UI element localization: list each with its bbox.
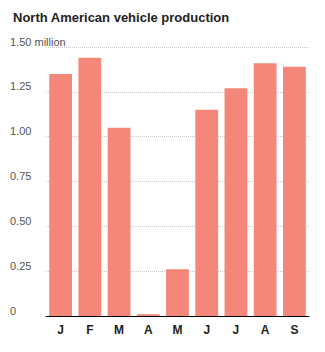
svg-text:0.25: 0.25 — [10, 260, 31, 272]
svg-text:F: F — [86, 323, 93, 337]
svg-text:0.50: 0.50 — [10, 215, 31, 227]
svg-text:1.00: 1.00 — [10, 125, 31, 137]
svg-text:1.50 million: 1.50 million — [10, 36, 66, 48]
svg-text:A: A — [261, 323, 270, 337]
svg-text:J: J — [233, 323, 240, 337]
svg-text:S: S — [290, 323, 298, 337]
svg-text:M: M — [173, 323, 183, 337]
svg-text:0: 0 — [10, 305, 16, 317]
svg-text:A: A — [144, 323, 153, 337]
svg-text:North American vehicle product: North American vehicle production — [13, 10, 229, 25]
svg-text:1.25: 1.25 — [10, 80, 31, 92]
svg-text:J: J — [203, 323, 210, 337]
svg-text:J: J — [57, 323, 64, 337]
svg-text:0.75: 0.75 — [10, 170, 31, 182]
svg-text:M: M — [114, 323, 124, 337]
